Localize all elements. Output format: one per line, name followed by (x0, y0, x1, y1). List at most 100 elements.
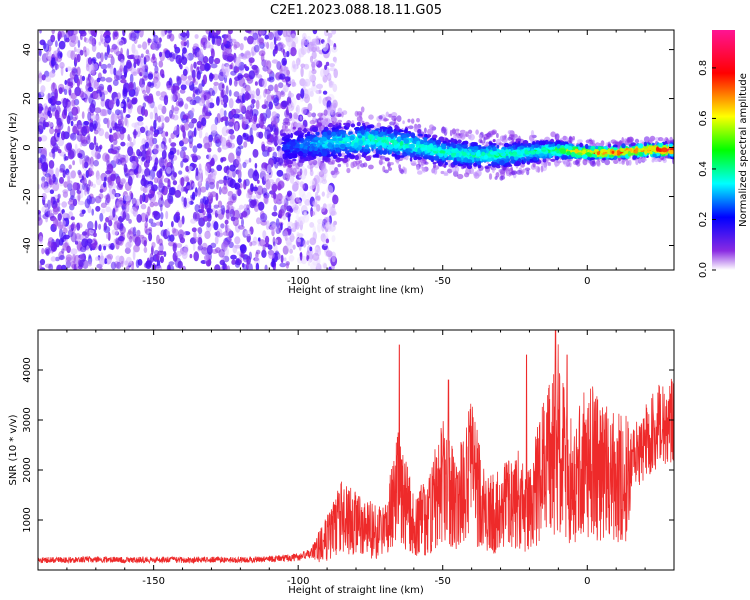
heatmap-cell (206, 221, 211, 228)
heatmap-cell (322, 90, 328, 95)
heatmap-cell (176, 149, 180, 156)
heatmap-cell (255, 262, 260, 270)
heatmap-cell (283, 66, 288, 76)
heatmap-cell (331, 46, 338, 53)
heatmap-cell (254, 162, 258, 169)
heatmap-cell (213, 204, 219, 209)
heatmap-cell (254, 81, 258, 86)
heatmap-cell (88, 37, 93, 45)
heatmap-cell (225, 209, 230, 214)
heatmap-cell (125, 241, 132, 249)
heatmap-cell (248, 157, 252, 163)
heatmap-cell (98, 223, 102, 230)
heatmap-cell (300, 88, 305, 99)
heatmap-cell (318, 95, 322, 104)
heatmap-cell (164, 199, 171, 208)
heatmap-cell (507, 171, 510, 176)
heatmap-cell (396, 115, 402, 122)
heatmap-cell (73, 254, 81, 265)
heatmap-cell (240, 244, 247, 254)
heatmap-cell (192, 145, 198, 153)
heatmap-cell (349, 135, 355, 141)
heatmap-cell (142, 102, 147, 108)
heatmap-cell (329, 63, 335, 68)
heatmap-cell (274, 239, 278, 244)
heatmap-cell (172, 180, 178, 186)
heatmap-cell (160, 212, 164, 220)
heatmap-cell (200, 37, 204, 48)
heatmap-cell (385, 111, 389, 118)
heatmap-cell (231, 38, 237, 43)
heatmap-cell (63, 106, 67, 116)
heatmap-cell (324, 30, 329, 37)
heatmap-cell (224, 219, 229, 225)
heatmap-cell (189, 141, 193, 149)
heatmap-cell (282, 121, 289, 126)
heatmap-cell (378, 159, 383, 166)
heatmap-cell (289, 195, 294, 201)
heatmap-cell (211, 35, 215, 45)
heatmap-cell (82, 159, 85, 169)
heatmap-cell (196, 60, 203, 66)
heatmap-cell (106, 163, 114, 174)
heatmap-cell (208, 56, 214, 65)
heatmap-cell (66, 115, 71, 125)
heatmap-cell (57, 30, 62, 40)
heatmap-cell (384, 169, 389, 174)
heatmap-cell (86, 195, 92, 205)
heatmap-cell (214, 57, 221, 65)
heatmap-cell (111, 229, 119, 236)
heatmap-cell (57, 149, 62, 154)
heatmap-cell (283, 128, 290, 132)
heatmap-cell (47, 241, 53, 248)
heatmap-cell (113, 131, 121, 140)
heatmap-cell (157, 104, 163, 111)
heatmap-cell (260, 53, 265, 62)
heatmap-cell (227, 121, 234, 127)
heatmap-cell (69, 148, 76, 159)
heatmap-cell (204, 230, 211, 240)
heatmap-cell (63, 88, 68, 96)
heatmap-cell (283, 52, 287, 58)
heatmap-cell (224, 223, 228, 233)
heatmap-cell (220, 137, 227, 147)
heatmap-cell (137, 234, 145, 239)
heatmap-cell (127, 54, 134, 60)
heatmap-cell (164, 50, 171, 59)
heatmap-cell (52, 150, 56, 160)
heatmap-cell (149, 82, 154, 89)
heatmap-cell (220, 223, 225, 229)
heatmap-cell (480, 140, 483, 144)
heatmap-cell (288, 254, 295, 262)
heatmap-cell (93, 135, 97, 146)
heatmap-cell (109, 209, 113, 219)
heatmap-cell (38, 184, 41, 190)
heatmap-cell (140, 53, 144, 58)
heatmap-cell (70, 223, 77, 229)
heatmap-cell (625, 160, 630, 166)
heatmap-cell (282, 60, 287, 65)
heatmap-cell (151, 241, 156, 249)
heatmap-cell (120, 178, 126, 184)
heatmap-cell (182, 47, 187, 54)
heatmap-cell (55, 167, 60, 178)
heatmap-cell (173, 92, 181, 100)
heatmap-cell (236, 251, 242, 256)
heatmap-cell (87, 111, 92, 121)
heatmap-cell (340, 152, 346, 158)
heatmap-cell (233, 91, 240, 98)
heatmap-cell (275, 227, 281, 235)
heatmap-cell (172, 228, 179, 237)
heatmap-cell (291, 227, 297, 233)
heatmap-cell (262, 116, 267, 125)
heatmap-cell (118, 115, 124, 122)
heatmap-cell (38, 235, 44, 244)
heatmap-cell (78, 171, 82, 179)
heatmap-cell (168, 187, 176, 196)
heatmap-cell (264, 264, 268, 270)
heatmap-cell (289, 175, 295, 184)
heatmap-cell (149, 256, 155, 263)
heatmap-cell (90, 93, 94, 98)
heatmap-cell (41, 162, 48, 172)
heatmap-cell (188, 121, 195, 129)
